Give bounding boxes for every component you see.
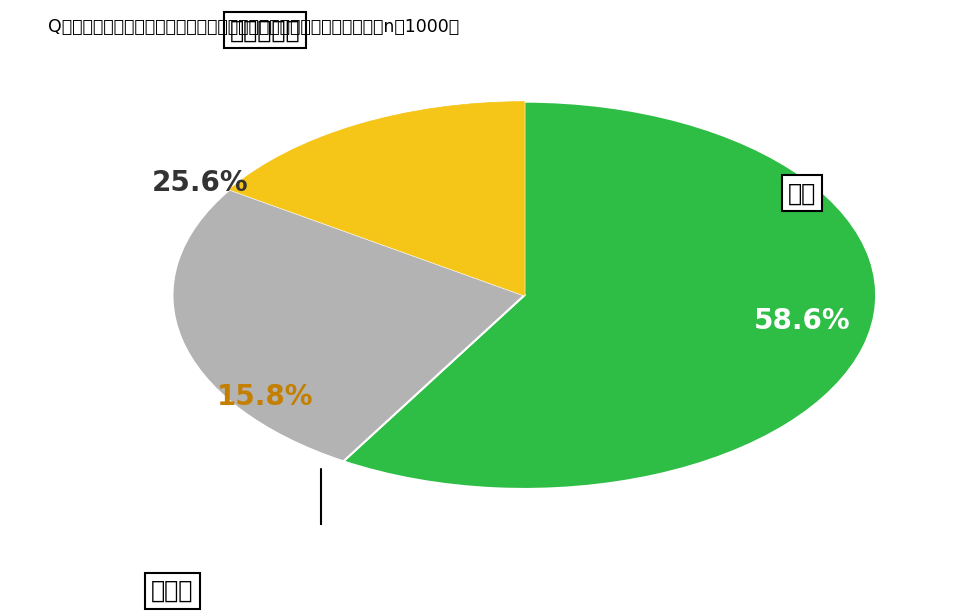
Text: 25.6%: 25.6% bbox=[152, 169, 249, 197]
Wedge shape bbox=[343, 102, 877, 489]
Text: Q　今回の休校措置により、教育格差を感じることがありますか。　（n＝1000）: Q 今回の休校措置により、教育格差を感じることがありますか。 （n＝1000） bbox=[48, 18, 459, 36]
Wedge shape bbox=[172, 189, 524, 462]
Text: いいえ: いいえ bbox=[151, 579, 194, 603]
Text: 58.6%: 58.6% bbox=[753, 306, 851, 335]
Text: はい: はい bbox=[788, 181, 816, 205]
Wedge shape bbox=[229, 102, 524, 295]
Text: 15.8%: 15.8% bbox=[217, 383, 314, 411]
Text: わからない: わからない bbox=[229, 18, 300, 42]
